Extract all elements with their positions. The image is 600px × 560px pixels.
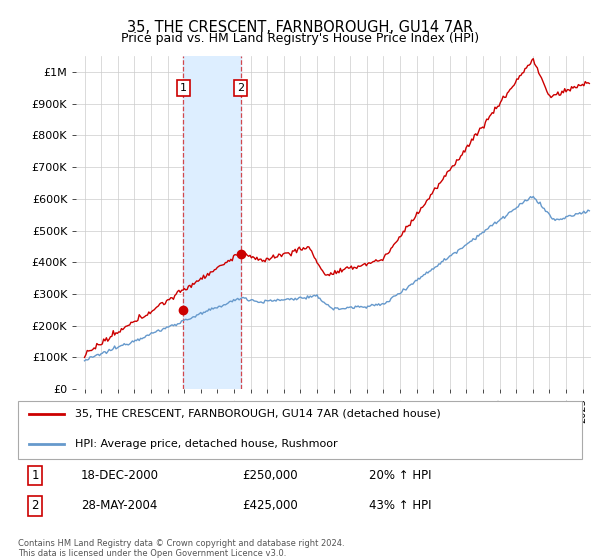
Text: 35, THE CRESCENT, FARNBOROUGH, GU14 7AR (detached house): 35, THE CRESCENT, FARNBOROUGH, GU14 7AR … bbox=[76, 409, 441, 419]
Text: 2: 2 bbox=[31, 500, 39, 512]
Text: Price paid vs. HM Land Registry's House Price Index (HPI): Price paid vs. HM Land Registry's House … bbox=[121, 32, 479, 45]
Text: 20% ↑ HPI: 20% ↑ HPI bbox=[369, 469, 431, 482]
FancyBboxPatch shape bbox=[18, 401, 582, 459]
Text: 1: 1 bbox=[180, 83, 187, 93]
Text: 18-DEC-2000: 18-DEC-2000 bbox=[81, 469, 159, 482]
Text: £425,000: £425,000 bbox=[242, 500, 298, 512]
Text: HPI: Average price, detached house, Rushmoor: HPI: Average price, detached house, Rush… bbox=[76, 439, 338, 449]
Text: 1: 1 bbox=[31, 469, 39, 482]
Text: 28-MAY-2004: 28-MAY-2004 bbox=[81, 500, 157, 512]
Text: 43% ↑ HPI: 43% ↑ HPI bbox=[369, 500, 431, 512]
Text: £250,000: £250,000 bbox=[242, 469, 298, 482]
Text: Contains HM Land Registry data © Crown copyright and database right 2024.
This d: Contains HM Land Registry data © Crown c… bbox=[18, 539, 344, 558]
Text: 2: 2 bbox=[237, 83, 244, 93]
Text: 35, THE CRESCENT, FARNBOROUGH, GU14 7AR: 35, THE CRESCENT, FARNBOROUGH, GU14 7AR bbox=[127, 20, 473, 35]
Bar bbox=[184, 56, 241, 389]
